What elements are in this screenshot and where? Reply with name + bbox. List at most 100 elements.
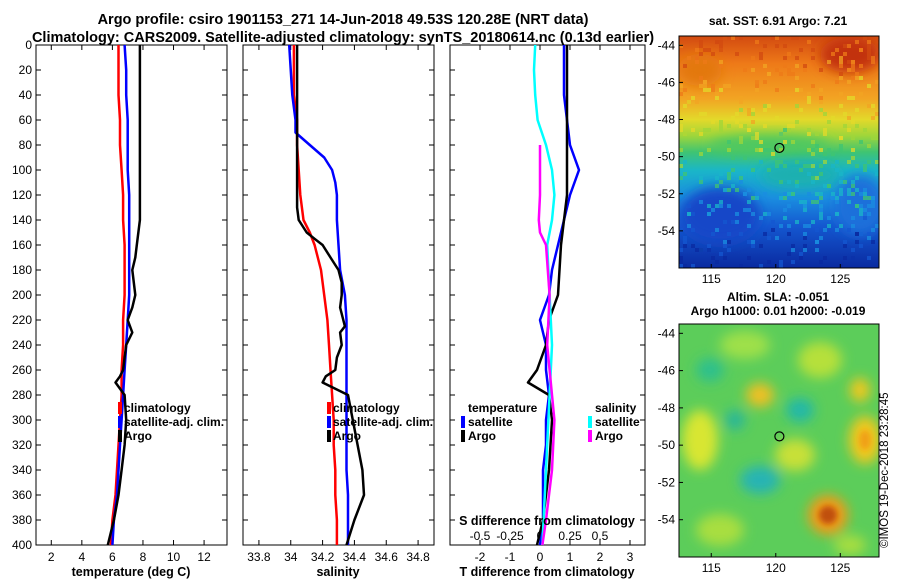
sst-pixel bbox=[679, 260, 683, 264]
sla-high-patch bbox=[850, 378, 870, 402]
sst-pixel bbox=[679, 128, 683, 132]
sst-pixel bbox=[783, 44, 787, 48]
sst-pixel bbox=[847, 96, 851, 100]
difference-panel: -2 -1 0 1 2 3-0.5 -0.25 0 0.25 0.5 bbox=[449, 44, 646, 564]
sst-pixel bbox=[799, 252, 803, 256]
series-line-satellite-adj-clim- bbox=[111, 44, 131, 546]
sst-pixel bbox=[863, 192, 867, 196]
sst-pixel bbox=[723, 244, 727, 248]
sst-pixel bbox=[855, 240, 859, 244]
t-difference-axis-label: T difference from climatology bbox=[459, 565, 634, 579]
sst-pixel bbox=[719, 252, 723, 256]
sst-pixel bbox=[871, 196, 875, 200]
sst-pixel bbox=[711, 88, 715, 92]
y-tick-label: 200 bbox=[12, 288, 32, 302]
sst-pixel bbox=[763, 124, 767, 128]
sst-pixel bbox=[683, 244, 687, 248]
sst-pixel bbox=[719, 44, 723, 48]
sst-pixel bbox=[835, 168, 839, 172]
sst-pixel bbox=[795, 56, 799, 60]
sst-pixel bbox=[755, 88, 759, 92]
legend-label-satellite-adj: satellite-adj. clim. bbox=[333, 415, 433, 429]
sst-pixel bbox=[727, 176, 731, 180]
sst-pixel bbox=[679, 256, 683, 260]
sst-pixel bbox=[767, 72, 771, 76]
sst-pixel bbox=[699, 84, 703, 88]
sst-pixel bbox=[871, 228, 875, 232]
series-line-satellite-adj-clim- bbox=[287, 44, 350, 545]
sst-pixel bbox=[763, 64, 767, 68]
sst-pixel bbox=[803, 164, 807, 168]
sst-pixel bbox=[811, 84, 815, 88]
sst-pixel bbox=[819, 68, 823, 72]
sst-pixel bbox=[691, 264, 695, 268]
sst-pixel bbox=[703, 128, 707, 132]
sla-high-patch bbox=[775, 439, 815, 471]
title-line-1: Argo profile: csiro 1901153_271 14-Jun-2… bbox=[98, 12, 589, 28]
sla-map-axes: 115 120 125 -44 -46 -48 -50 -52 -54 bbox=[658, 326, 851, 575]
sst-pixel bbox=[795, 64, 799, 68]
sst-pixel bbox=[771, 156, 775, 160]
x-tick-label: 12 bbox=[197, 550, 211, 564]
sst-pixel bbox=[699, 176, 703, 180]
sst-pixel bbox=[819, 212, 823, 216]
sst-pixel bbox=[843, 180, 847, 184]
sst-pixel bbox=[763, 104, 767, 108]
legend-title-salinity: salinity bbox=[595, 401, 637, 415]
sst-pixel bbox=[743, 124, 747, 128]
sst-pixel bbox=[787, 252, 791, 256]
sst-pixel bbox=[795, 184, 799, 188]
sst-pixel bbox=[811, 200, 815, 204]
map-y-tick-label: -48 bbox=[658, 113, 676, 127]
sst-pixel bbox=[679, 164, 683, 168]
x-tick-label: 8 bbox=[140, 550, 147, 564]
sst-pixel bbox=[875, 172, 879, 176]
sst-pixel bbox=[795, 104, 799, 108]
sst-pixel bbox=[835, 228, 839, 232]
sst-pixel bbox=[779, 148, 783, 152]
sst-pixel bbox=[719, 64, 723, 68]
sst-pixel bbox=[747, 208, 751, 212]
series-line-argo bbox=[295, 45, 366, 546]
sst-pixel bbox=[743, 208, 747, 212]
sst-pixel bbox=[847, 188, 851, 192]
x-tick-label: 34.2 bbox=[311, 550, 335, 564]
sst-pixel bbox=[731, 36, 735, 40]
difference-legend: temperature satellite Argo salinity sate… bbox=[461, 401, 640, 443]
sst-pixel bbox=[791, 124, 795, 128]
sst-pixel bbox=[687, 56, 691, 60]
y-tick-label: 360 bbox=[12, 488, 32, 502]
sst-pixel bbox=[803, 204, 807, 208]
sst-pixel bbox=[719, 124, 723, 128]
sst-pixel bbox=[787, 128, 791, 132]
sst-pixel bbox=[815, 132, 819, 136]
sst-pixel bbox=[819, 204, 823, 208]
sst-pixel bbox=[867, 48, 871, 52]
temperature-panel: 0 20 40 60 80 100 120 140 160 180 200 220 240 260 280 3… bbox=[12, 38, 228, 564]
sst-pixel bbox=[807, 164, 811, 168]
sst-pixel bbox=[771, 228, 775, 232]
sst-pixel bbox=[867, 44, 871, 48]
sla-high-patch bbox=[798, 342, 842, 378]
sst-pixel bbox=[827, 60, 831, 64]
sst-pixel bbox=[707, 88, 711, 92]
sst-pixel bbox=[719, 200, 723, 204]
sst-pixel bbox=[815, 240, 819, 244]
sst-pixel bbox=[735, 112, 739, 116]
sst-pixel bbox=[747, 256, 751, 260]
sst-pixel bbox=[839, 180, 843, 184]
sst-pixel bbox=[819, 100, 823, 104]
sst-pixel bbox=[863, 164, 867, 168]
x-tick-label: 10 bbox=[167, 550, 181, 564]
legend-label-sal-satellite: satellite bbox=[595, 415, 640, 429]
sst-pixel bbox=[847, 116, 851, 120]
sst-pixel bbox=[739, 108, 743, 112]
sst-pixel bbox=[767, 168, 771, 172]
x-tick-label: 34.8 bbox=[406, 550, 430, 564]
sst-pixel bbox=[723, 240, 727, 244]
sst-pixel bbox=[803, 208, 807, 212]
sst-pixel bbox=[763, 192, 767, 196]
map-y-tick-label: -54 bbox=[658, 224, 676, 238]
sst-pixel bbox=[791, 260, 795, 264]
sst-pixel bbox=[867, 144, 871, 148]
